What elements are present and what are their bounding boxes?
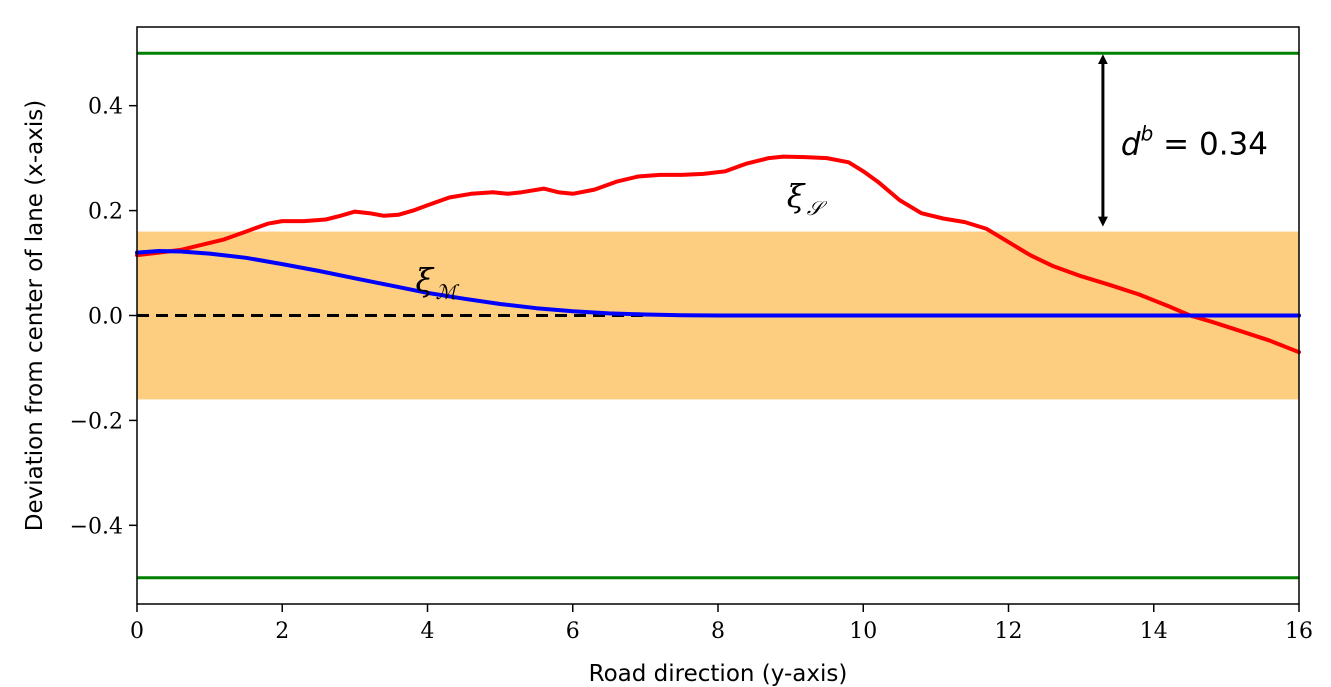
x-tick-label: 14 [1140, 619, 1168, 644]
x-tick-label: 4 [421, 619, 435, 644]
y-tick-label: 0.2 [88, 200, 123, 225]
x-tick-label: 12 [995, 619, 1023, 644]
y-tick-label: 0.4 [88, 95, 123, 120]
annotation-xi-s: ξ 𝒮 [787, 177, 828, 220]
y-axis-ticks: −0.4 −0.2 0.0 0.2 0.4 [70, 95, 137, 540]
y-axis-label: Deviation from center of lane (x-axis) [22, 100, 48, 531]
line-chart: 0 2 4 6 8 10 12 14 16 −0.4 −0.2 0.0 0.2 0.4 Road dir… [0, 0, 1331, 687]
svg-text:db = 0.34: db = 0.34 [1121, 121, 1268, 162]
annotation-db: db = 0.34 [1103, 59, 1268, 221]
y-tick-label: 0.0 [88, 305, 123, 330]
svg-text:ξ: ξ [416, 261, 435, 299]
x-tick-label: 10 [849, 619, 877, 644]
x-tick-label: 8 [711, 619, 725, 644]
y-tick-label: −0.4 [70, 514, 123, 539]
svg-text:ℳ: ℳ [436, 280, 460, 304]
svg-text:ξ: ξ [787, 177, 806, 215]
x-axis-label: Road direction (y-axis) [589, 661, 848, 687]
x-tick-label: 0 [130, 619, 144, 644]
x-tick-label: 2 [275, 619, 289, 644]
x-tick-label: 6 [566, 619, 580, 644]
y-tick-label: −0.2 [70, 409, 123, 434]
x-tick-label: 16 [1285, 619, 1313, 644]
x-axis-ticks: 0 2 4 6 8 10 12 14 16 [130, 604, 1313, 644]
svg-text:𝒮: 𝒮 [807, 196, 828, 220]
